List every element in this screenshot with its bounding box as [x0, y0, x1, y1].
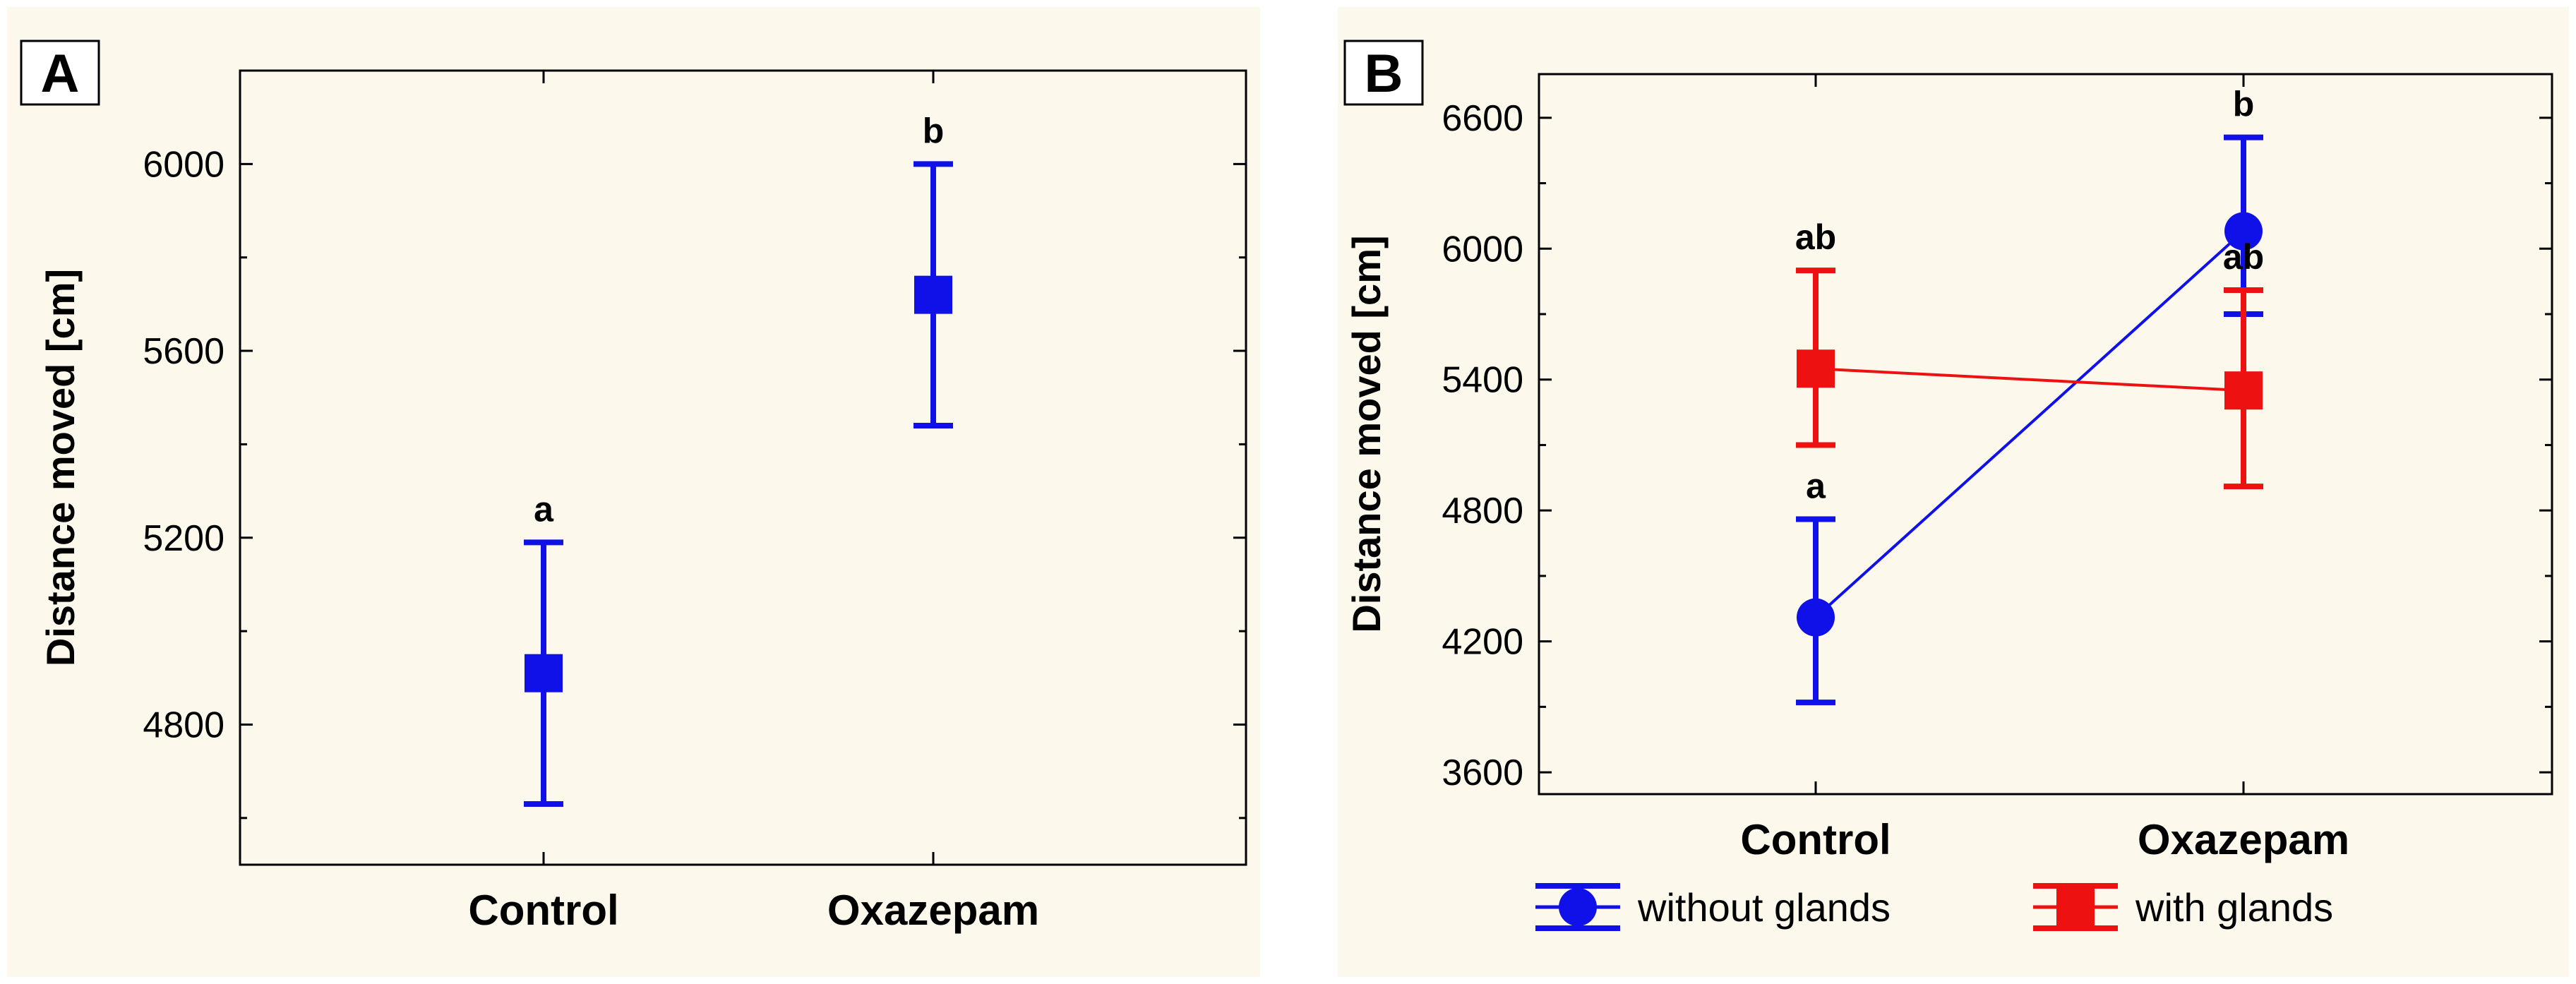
panel-label: A — [41, 44, 80, 104]
significance-label: ab — [2223, 237, 2264, 277]
y-tick-label: 6600 — [1442, 98, 1523, 139]
panel-label-box — [20, 40, 100, 106]
x-category-label: Oxazepam — [2138, 816, 2349, 863]
panel-a-background — [7, 7, 1260, 977]
y-tick-label: 4800 — [143, 704, 224, 745]
data-point — [2224, 212, 2263, 251]
x-category-label: Control — [1740, 816, 1891, 863]
significance-label: ab — [1795, 217, 1836, 257]
data-point — [2224, 371, 2263, 410]
x-category-label: Oxazepam — [827, 887, 1039, 934]
y-tick-label: 3600 — [1442, 752, 1523, 793]
y-tick-label: 5400 — [1442, 360, 1523, 401]
y-tick-label: 5200 — [143, 518, 224, 559]
panel-label: B — [1365, 44, 1403, 104]
series-line — [1814, 230, 2245, 619]
y-tick-label: 4800 — [1442, 491, 1523, 532]
plot-frame-B — [1538, 73, 2553, 796]
data-point — [1797, 598, 1835, 637]
series-line — [1815, 367, 2244, 392]
data-point — [525, 654, 563, 692]
legend-label: without glands — [1637, 885, 1891, 930]
legend-marker — [1559, 888, 1597, 926]
significance-label: b — [923, 111, 945, 150]
legend-label: with glands — [2135, 885, 2333, 930]
legend-marker — [2056, 888, 2095, 926]
plot-frame-A — [239, 69, 1247, 866]
y-tick-label: 4200 — [1442, 622, 1523, 663]
data-point — [914, 275, 952, 314]
panel-label-box — [1343, 40, 1424, 106]
y-axis-label: Distance moved [cm] — [1344, 235, 1389, 632]
significance-label: a — [1806, 467, 1826, 506]
y-tick-label: 6000 — [143, 144, 224, 185]
significance-label: b — [2233, 85, 2255, 124]
x-category-label: Control — [468, 887, 618, 934]
y-tick-label: 5600 — [143, 331, 224, 372]
data-point — [1797, 349, 1835, 388]
y-tick-label: 6000 — [1442, 229, 1523, 270]
y-axis-label: Distance moved [cm] — [38, 269, 83, 666]
significance-label: a — [534, 489, 554, 529]
